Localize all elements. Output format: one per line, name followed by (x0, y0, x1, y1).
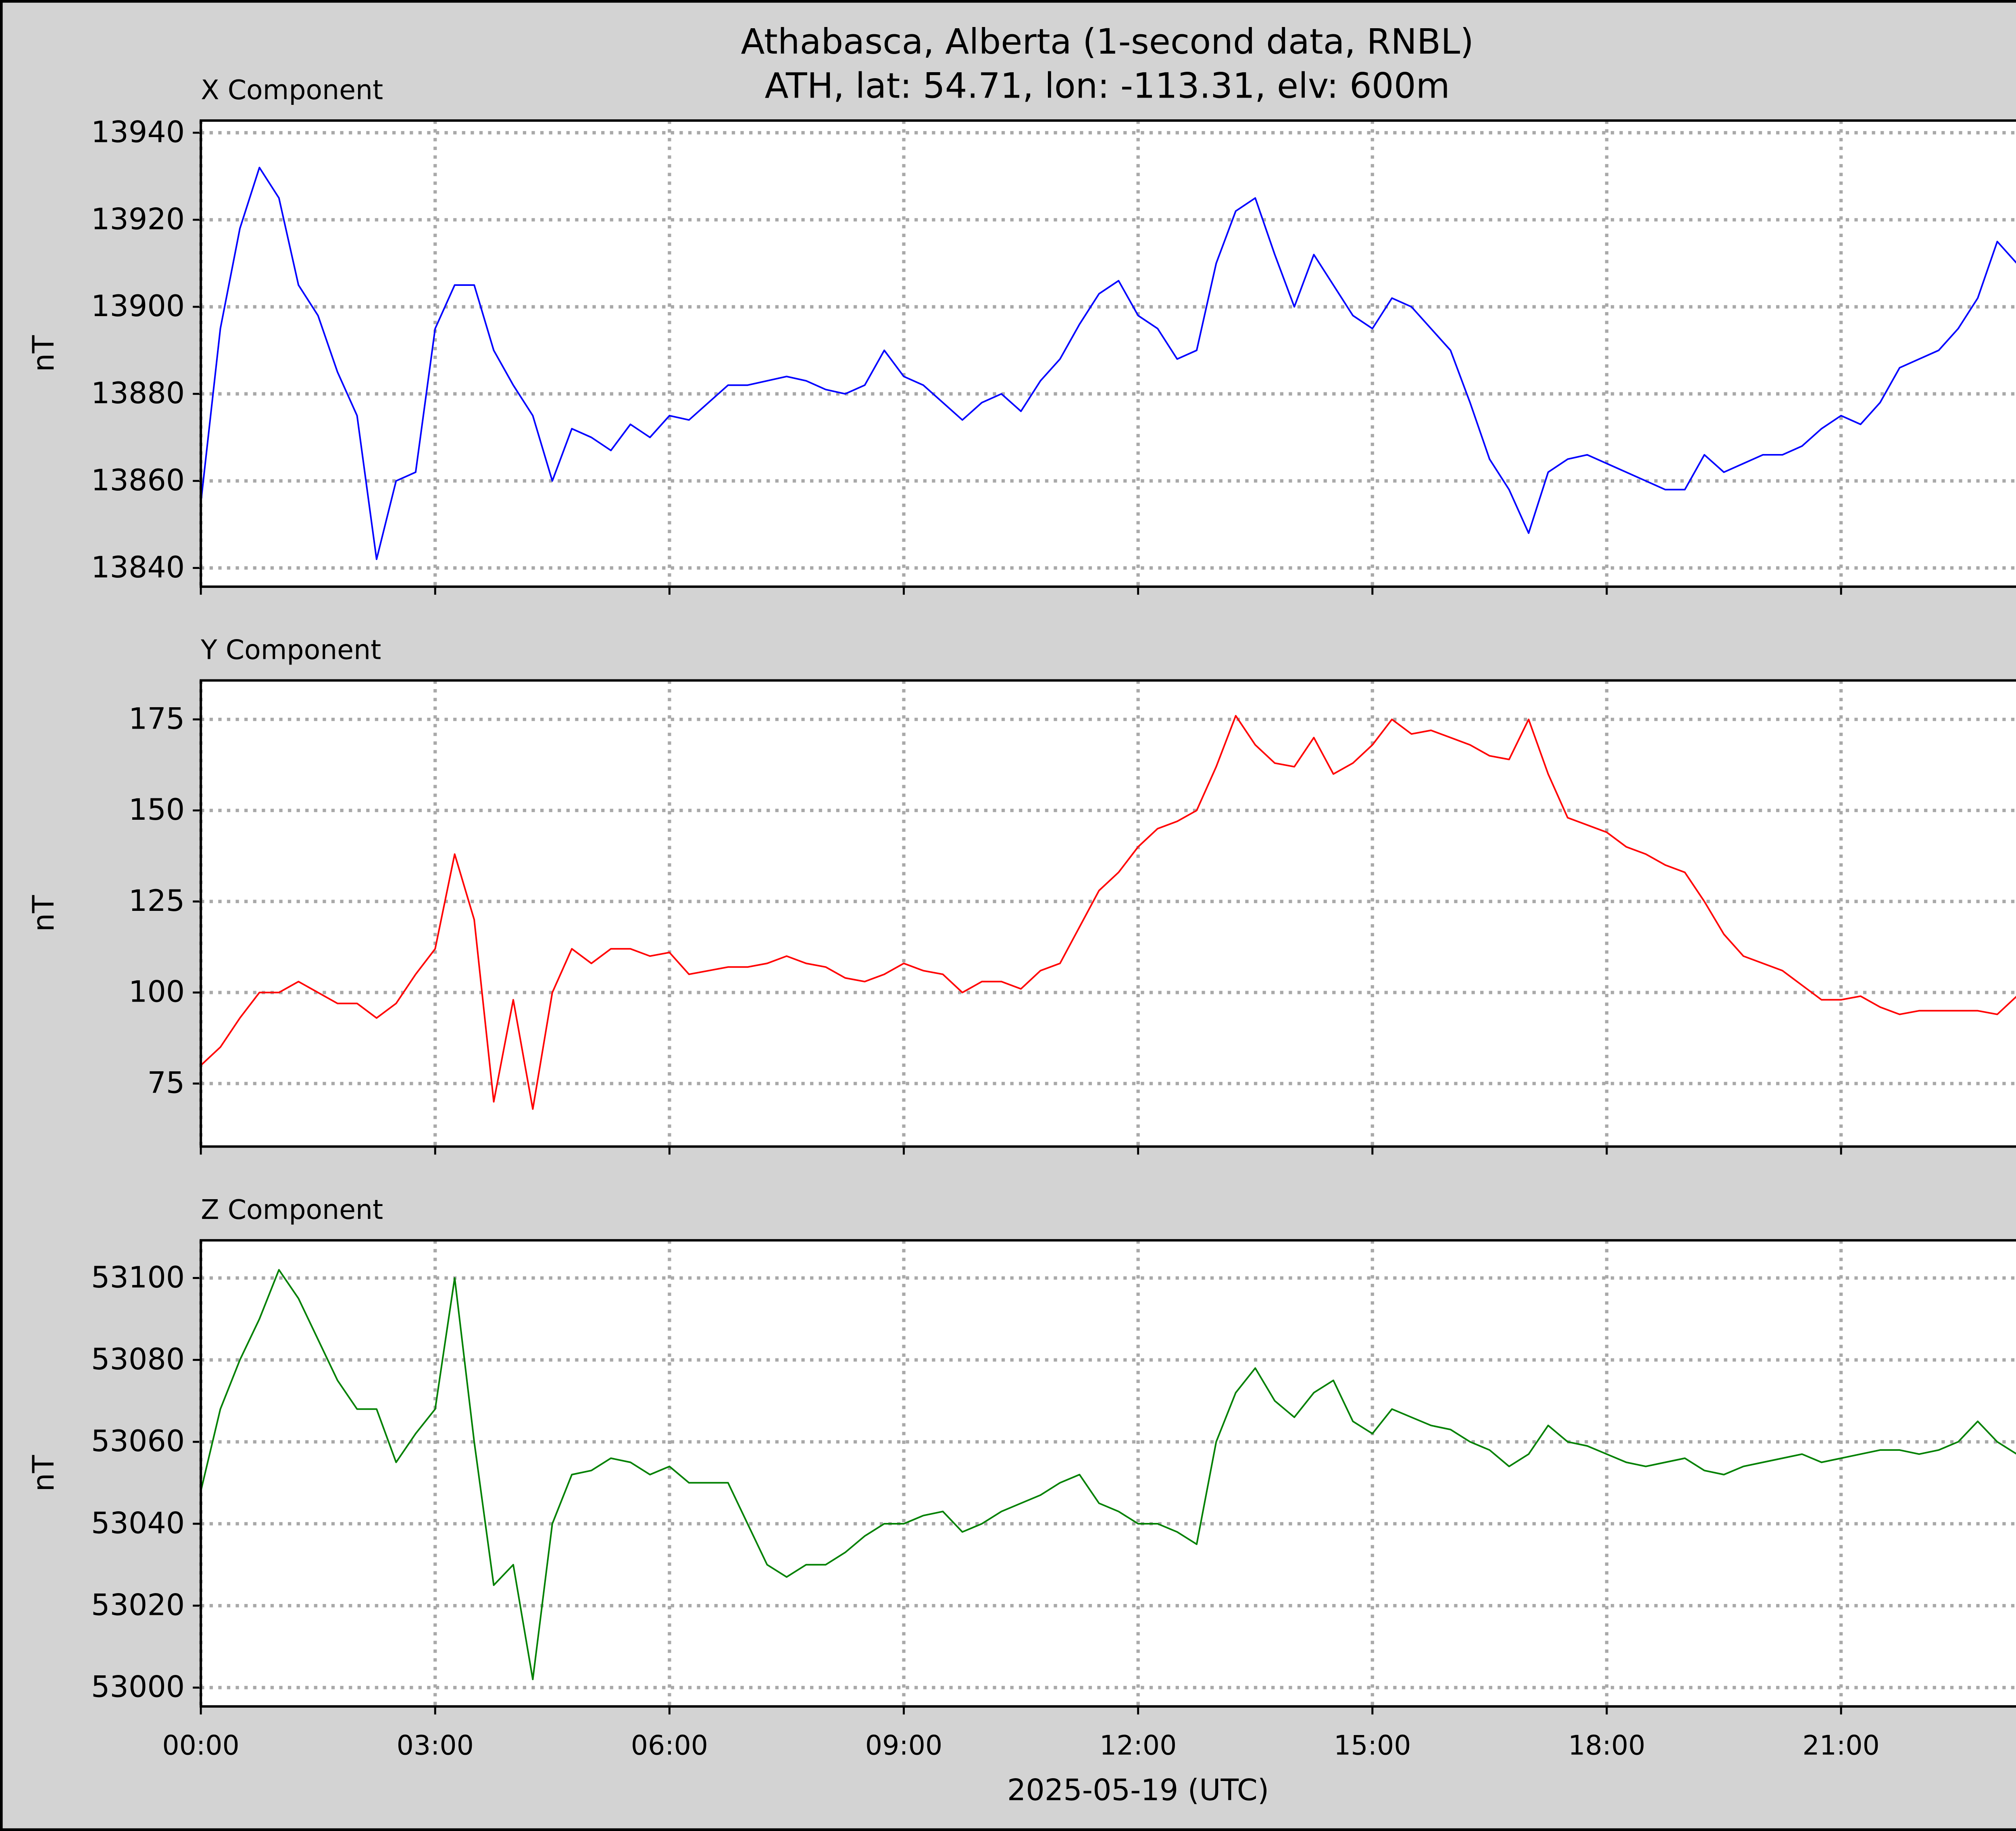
data-line (200, 167, 2016, 560)
x-tick-label: 12:00 (1100, 1730, 1177, 1761)
x-tick-label: 00:00 (162, 1730, 239, 1761)
x-tick-label: 21:00 (1802, 1730, 1879, 1761)
y-tick-label: 13900 (91, 289, 185, 323)
plot-area (201, 680, 2016, 1147)
y-tick-label: 53040 (91, 1506, 185, 1540)
figure-title: Athabasca, Alberta (1-second data, RNBL) (741, 22, 1474, 62)
plot-frame (200, 119, 2016, 588)
y-tick-label: 175 (129, 702, 185, 736)
y-tick-label: 53060 (91, 1424, 185, 1458)
y-axis-label: nT (27, 895, 61, 932)
y-tick-label: 53020 (91, 1588, 185, 1622)
plot-area (201, 1240, 2016, 1707)
y-tick-label: 53100 (91, 1260, 185, 1295)
plot-area (201, 120, 2016, 587)
y-tick-label: 53080 (91, 1342, 185, 1377)
panel-title: Z Component (201, 1194, 383, 1225)
y-tick-label: 13920 (91, 202, 185, 236)
y-axis-label: nT (27, 1455, 61, 1491)
data-line (200, 715, 2016, 1110)
y-tick-label: 125 (129, 884, 185, 918)
plot-frame (200, 1239, 2016, 1708)
x-tick-label: 09:00 (865, 1730, 942, 1761)
x-tick-label: 06:00 (631, 1730, 708, 1761)
plot-frame (200, 679, 2016, 1148)
y-tick-label: 13940 (91, 115, 185, 149)
y-axis-label: nT (27, 335, 61, 372)
y-tick-label: 53000 (91, 1670, 185, 1704)
y-tick-label: 13860 (91, 463, 185, 498)
panel-title: Y Component (200, 634, 381, 665)
x-axis-label: 2025-05-19 (UTC) (1007, 1773, 1269, 1808)
y-tick-label: 75 (147, 1066, 185, 1100)
y-tick-label: 150 (129, 793, 185, 827)
y-tick-label: 100 (129, 975, 185, 1009)
y-tick-label: 13880 (91, 376, 185, 410)
x-tick-label: 18:00 (1568, 1730, 1645, 1761)
x-tick-label: 15:00 (1334, 1730, 1411, 1761)
data-line (200, 1269, 2016, 1681)
figure-subtitle: ATH, lat: 54.71, lon: -113.31, elv: 600m (765, 66, 1450, 106)
panel-title: X Component (201, 74, 383, 106)
x-tick-label: 03:00 (397, 1730, 474, 1761)
y-tick-label: 13840 (91, 550, 185, 585)
